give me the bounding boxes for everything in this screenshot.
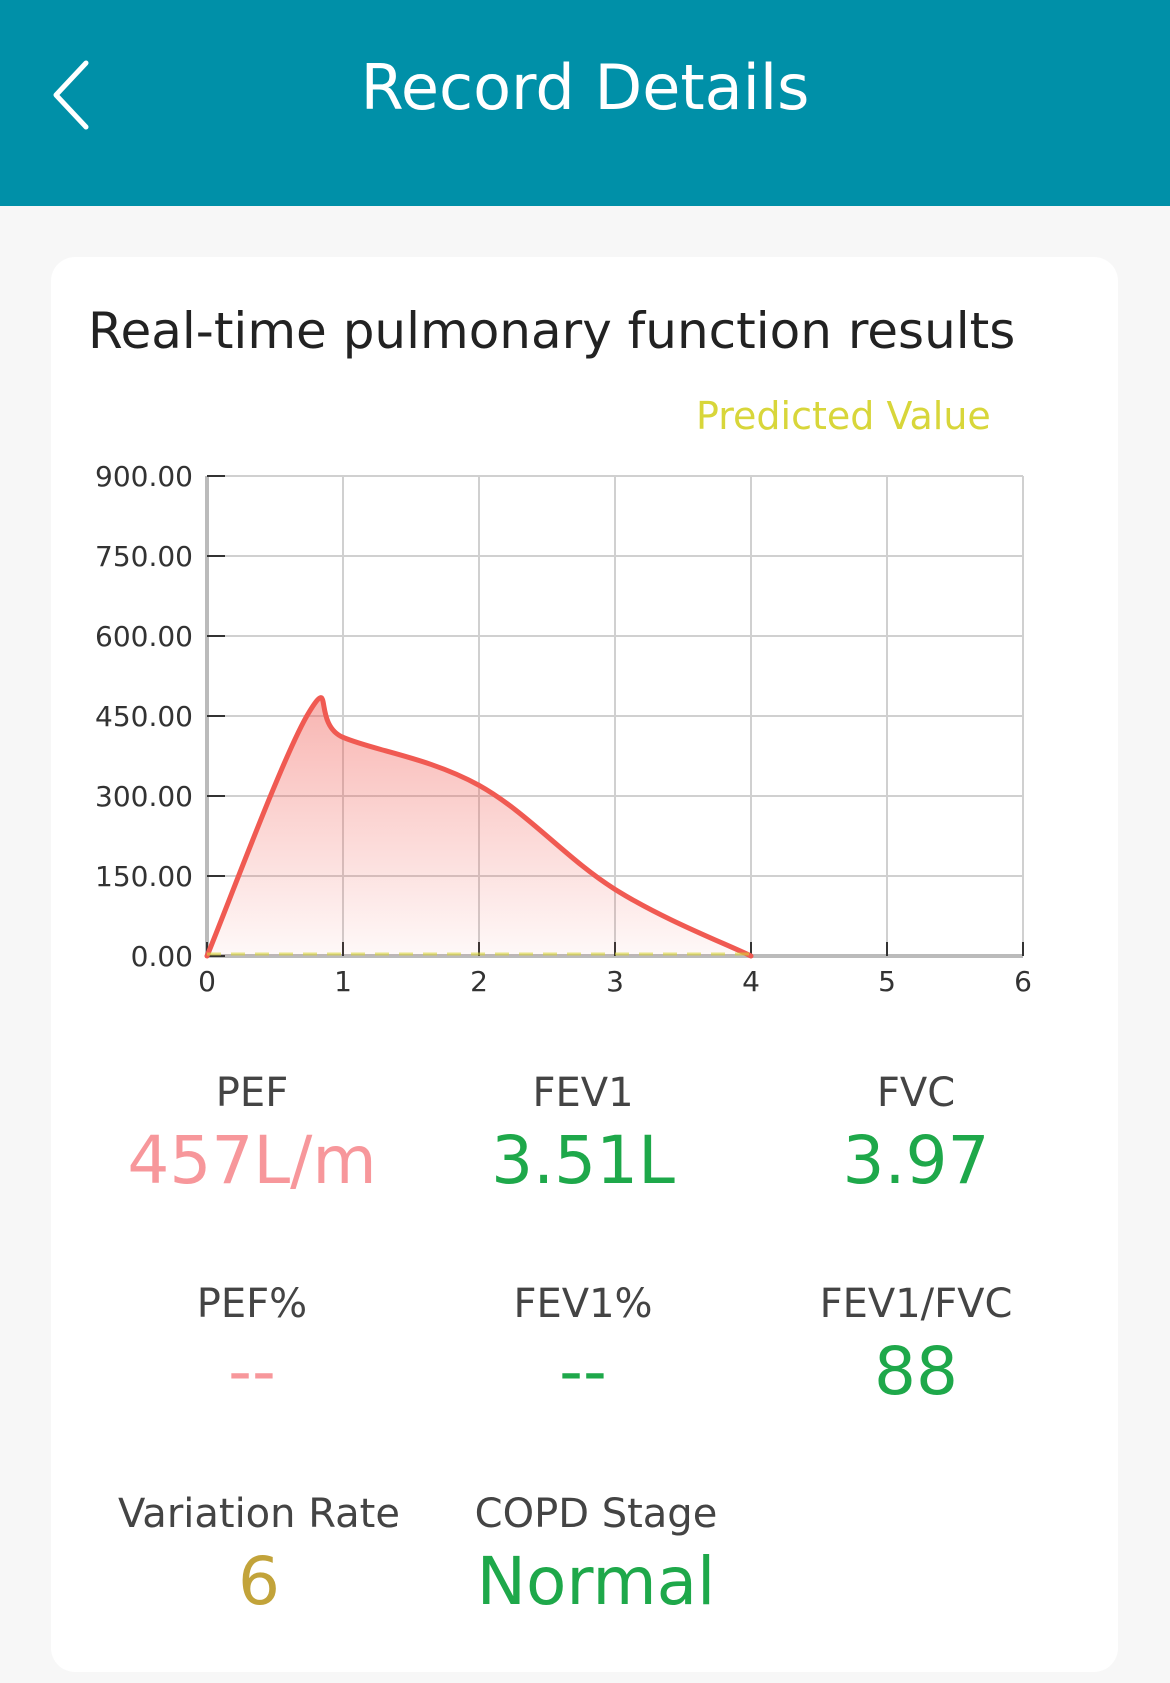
flow-chart: 0.00 150.00 300.00 450.00 600.00 750.00 900.00… [95,460,1032,998]
y-tick-label: 450.00 [95,700,193,733]
metric-label: FEV1 [532,1070,634,1116]
metric-fev1-fvc: FEV1/FVC 88 [751,1278,1081,1414]
legend-predicted-value: Predicted Value [696,394,991,438]
x-tick-label: 4 [742,965,760,998]
series-line [204,695,754,959]
metric-value: 88 [874,1333,958,1410]
metric-label: FVC [876,1070,956,1116]
card-title: Real-time pulmonary function results [88,302,1016,360]
x-tick-label: 3 [606,965,624,998]
results-card: Real-time pulmonary function results Pre… [51,257,1118,1672]
metric-fvc: FVC 3.97 [751,1067,1081,1203]
metric-label: Variation Rate [118,1491,400,1537]
x-tick-label: 5 [878,965,896,998]
metric-value: Normal [476,1543,716,1620]
y-tick-label: 600.00 [95,620,193,653]
y-tick-label: 750.00 [95,540,193,573]
metric-label: COPD Stage [474,1491,718,1537]
chevron-left-icon [53,60,89,130]
metric-label: FEV1/FVC [819,1281,1013,1327]
metric-fev1: FEV1 3.51L [418,1067,748,1203]
metric-variation-rate: Variation Rate 6 [94,1488,424,1624]
metric-value: 457L/m [127,1122,377,1199]
metric-value: 3.51L [491,1122,675,1199]
metric-value: -- [228,1333,276,1410]
x-tick-label: 0 [198,965,216,998]
metric-copd-stage: COPD Stage Normal [431,1488,761,1624]
metric-pef-percent: PEF% -- [87,1278,417,1414]
x-tick-label: 1 [334,965,352,998]
metric-label: FEV1% [513,1281,653,1327]
y-tick-label: 150.00 [95,860,193,893]
y-tick-label: 900.00 [95,460,193,493]
metric-value: 3.97 [842,1122,990,1199]
y-tick-label: 300.00 [95,780,193,813]
page-title: Record Details [360,51,810,124]
metric-value: -- [559,1333,607,1410]
back-button[interactable] [40,45,140,145]
x-tick-label: 2 [470,965,488,998]
metric-value: 6 [238,1543,280,1620]
metric-label: PEF% [196,1281,308,1327]
metric-pef: PEF 457L/m [87,1067,417,1203]
metric-label: PEF [215,1070,289,1116]
x-tick-label: 6 [1014,965,1032,998]
y-tick-label: 0.00 [131,940,193,973]
metric-fev1-percent: FEV1% -- [418,1278,748,1414]
app-header: Record Details [0,0,1170,206]
